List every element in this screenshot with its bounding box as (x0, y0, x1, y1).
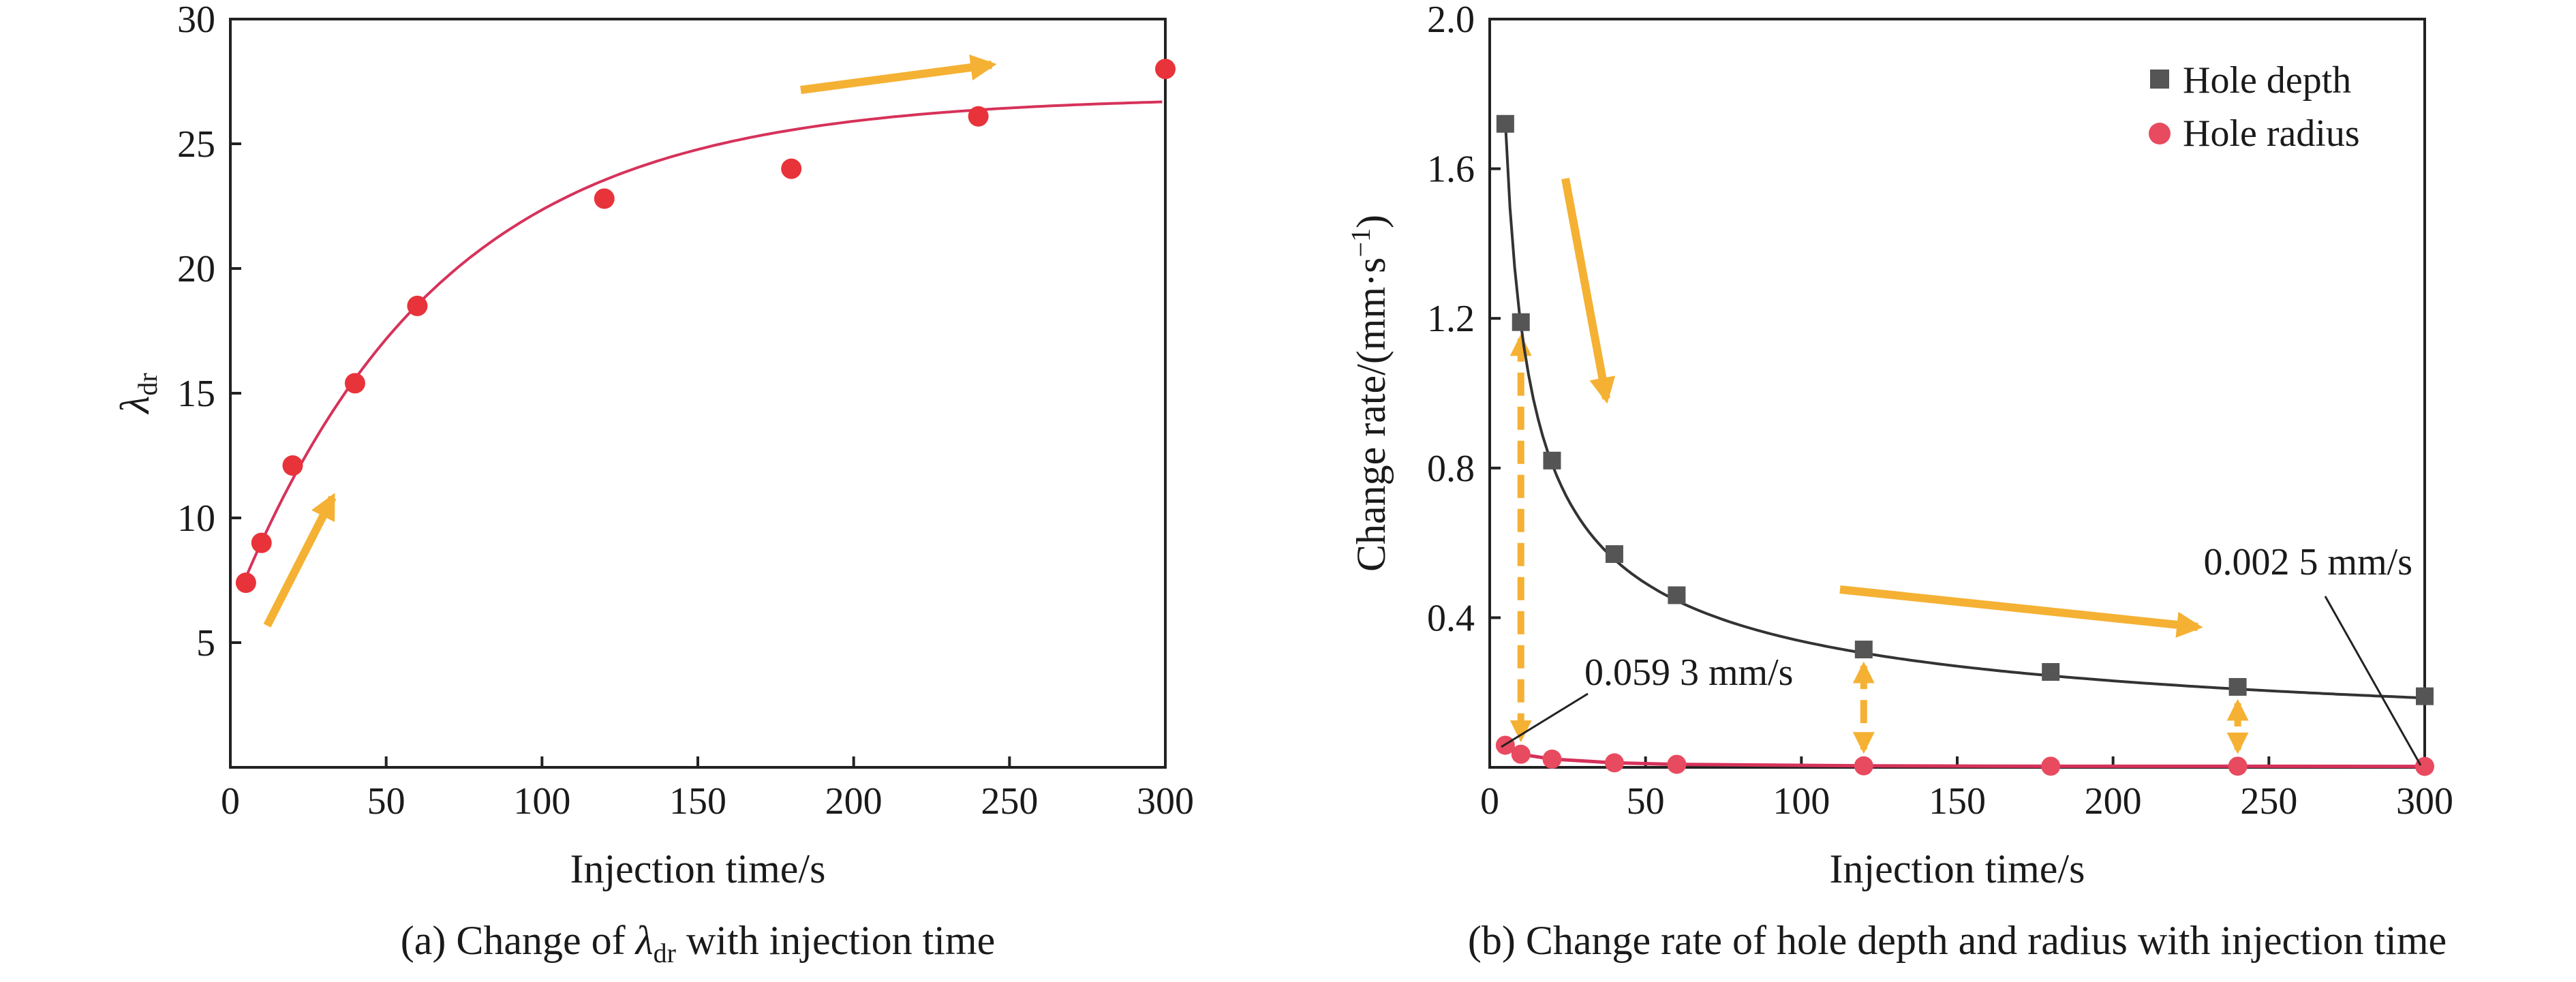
chart-a-caption-sub: dr (654, 938, 676, 968)
chart-a-arrow-rising (263, 493, 337, 628)
chart-a-arrow-plateau (800, 54, 997, 94)
chart-a-y-tick-label: 5 (196, 622, 215, 664)
chart-a-caption: (a) Change of λdr with injection time (401, 918, 995, 968)
chart-a-y-tick-label: 25 (177, 123, 215, 166)
chart-b-hole-radius-point (1854, 756, 1873, 776)
chart-a-y-label-symbol: λ (112, 396, 157, 415)
chart-a-x-tick-label: 150 (669, 780, 726, 823)
chart-a-x-tick-label: 200 (825, 780, 883, 823)
legend-hole-depth-marker (2150, 70, 2169, 89)
chart-b-hole-depth-point (2042, 663, 2060, 681)
chart-b-hole-depth-points (1496, 114, 2434, 705)
chart-b-x-ticks: 0 50 100 150 200 250 300 (1480, 756, 2453, 823)
chart-b-legend: Hole depth Hole radius (2149, 59, 2360, 155)
chart-b-annotation-2: 0.002 5 mm/s (2204, 541, 2412, 583)
chart-a-x-tick-label: 300 (1137, 780, 1194, 823)
chart-b-hole-depth-point (1854, 641, 1873, 659)
chart-b-x-tick-label: 250 (2240, 780, 2297, 823)
chart-b-hole-radius-point (1604, 753, 1624, 773)
chart-a-data-point (282, 455, 303, 476)
chart-b-arrow-decline (1561, 177, 1616, 404)
chart-b-hole-radius-line (1504, 743, 2425, 769)
chart-a-data-point (235, 572, 256, 594)
legend-hole-depth-label: Hole depth (2183, 59, 2351, 102)
chart-b-hole-depth-point (1543, 451, 1561, 470)
chart-a-points (235, 59, 1176, 594)
chart-b-annotations: 0.059 3 mm/s 0.002 5 mm/s (1501, 541, 2422, 766)
chart-a-x-tick-label: 0 (221, 780, 240, 823)
chart-b-y-tick-label: 1.6 (1427, 149, 1475, 191)
chart-b-arrows (1561, 177, 2203, 638)
chart-b-arrow-tail (1839, 585, 2203, 638)
chart-a-y-ticks: 5 10 15 20 25 30 (177, 0, 241, 664)
chart-b-y-tick-label: 0.8 (1427, 448, 1475, 490)
chart-b-y-tick-label: 1.2 (1427, 298, 1475, 340)
chart-b-hole-depth-point (1496, 114, 1514, 133)
chart-a-data-point (344, 373, 365, 394)
chart-b-y-label-sup: −1 (1345, 228, 1376, 258)
chart-a-data-point (1155, 59, 1176, 80)
chart-b-y-axis-label: Change rate/(mm·s−1) (1345, 215, 1394, 572)
chart-b-y-ticks: 0.4 0.8 1.2 1.6 2.0 (1427, 0, 1501, 639)
chart-a: 5 10 15 20 25 30 0 50 100 150 200 250 300 Injection… (112, 0, 1194, 968)
chart-b-y-tick-label: 2.0 (1427, 0, 1475, 41)
chart-a-y-tick-label: 10 (177, 497, 215, 540)
chart-a-plot-frame (229, 18, 1167, 769)
chart-b-x-tick-label: 200 (2085, 780, 2142, 823)
chart-b: 0.4 0.8 1.2 1.6 2.0 0 50 100 150 200 250 300 0.059… (1345, 0, 2453, 963)
chart-b-hole-depth-point (1512, 313, 1530, 331)
chart-a-y-tick-label: 20 (177, 248, 215, 290)
chart-a-x-tick-label: 250 (981, 780, 1038, 823)
chart-b-hole-depth-point (2228, 677, 2247, 696)
chart-a-x-tick-label: 100 (513, 780, 570, 823)
chart-b-hole-depth-point (1668, 586, 1686, 604)
chart-b-hole-depth-line (1503, 121, 2422, 700)
chart-a-caption-prefix: (a) Change of (401, 918, 636, 963)
chart-a-y-axis-label: λdr (112, 373, 163, 414)
chart-b-x-tick-label: 150 (1929, 780, 1986, 823)
chart-a-data-point (407, 295, 428, 316)
chart-b-hole-radius-point (2228, 756, 2248, 776)
chart-b-annotation-1: 0.059 3 mm/s (1584, 651, 1793, 694)
chart-a-y-tick-label: 30 (177, 0, 215, 41)
chart-b-y-label-main: Change rate/(mm·s (1349, 258, 1394, 572)
chart-b-y-label-close: ) (1349, 215, 1394, 228)
chart-a-data-point (968, 106, 989, 127)
chart-a-arrows (263, 54, 997, 628)
chart-b-hole-radius-point (1542, 749, 1562, 769)
chart-b-x-tick-label: 100 (1773, 780, 1830, 823)
chart-a-fit-curve (245, 100, 1163, 578)
chart-b-hole-radius-point (2041, 756, 2061, 776)
legend-hole-radius-marker (2149, 123, 2171, 144)
chart-b-x-tick-label: 50 (1627, 780, 1665, 823)
chart-b-x-tick-label: 300 (2396, 780, 2453, 823)
chart-b-hole-depth-point (2416, 687, 2434, 705)
chart-a-data-point (594, 188, 615, 209)
chart-a-x-ticks: 0 50 100 150 200 250 300 (221, 756, 1194, 823)
chart-b-hole-depth-point (1605, 545, 1623, 564)
chart-b-hole-radius-point (1511, 744, 1531, 764)
chart-b-annotation-leader-1 (1501, 692, 1589, 748)
chart-a-data-point (781, 158, 802, 179)
chart-b-x-axis-label: Injection time/s (1830, 846, 2085, 891)
chart-b-gap-markers (1509, 334, 2249, 754)
chart-b-x-tick-label: 0 (1480, 780, 1499, 823)
chart-b-caption: (b) Change rate of hole depth and radius… (1468, 918, 2447, 963)
chart-a-data-point (251, 532, 272, 553)
chart-b-y-tick-label: 0.4 (1427, 597, 1475, 639)
chart-a-y-tick-label: 15 (177, 373, 215, 415)
chart-a-caption-symbol: λ (634, 918, 654, 963)
chart-a-y-label-sub: dr (132, 373, 163, 395)
chart-b-hole-radius-point (2415, 756, 2434, 776)
chart-b-annotation-leader-2 (2324, 596, 2422, 766)
chart-b-hole-radius-point (1667, 754, 1687, 774)
legend-hole-radius-label: Hole radius (2183, 112, 2360, 155)
chart-b-hole-radius-points (1495, 735, 2434, 776)
chart-a-x-tick-label: 50 (367, 780, 405, 823)
chart-a-caption-suffix: with injection time (676, 918, 995, 963)
chart-a-x-axis-label: Injection time/s (570, 846, 826, 891)
